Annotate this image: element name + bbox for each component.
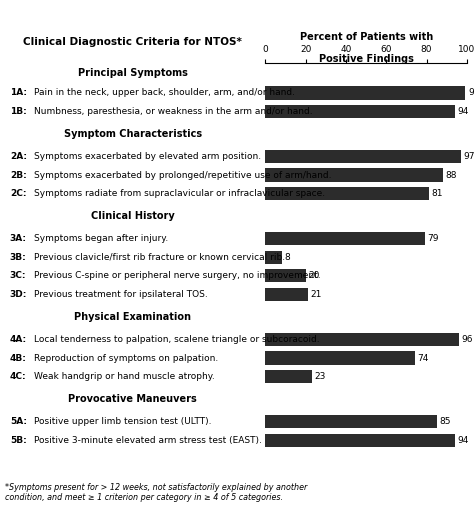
Text: Clinical History: Clinical History	[91, 211, 174, 221]
Text: 3C:: 3C:	[10, 271, 27, 280]
Text: 94: 94	[458, 107, 469, 116]
Text: 3A:: 3A:	[10, 234, 27, 243]
Text: 81: 81	[432, 189, 443, 198]
Text: 94: 94	[458, 436, 469, 445]
Text: 2B:: 2B:	[10, 171, 27, 180]
Text: Previous treatment for ipsilateral TOS.: Previous treatment for ipsilateral TOS.	[34, 290, 208, 299]
Text: 4A:: 4A:	[10, 335, 27, 344]
Bar	[265, 269, 306, 282]
Text: Positive 3-minute elevated arm stress test (EAST).: Positive 3-minute elevated arm stress te…	[34, 436, 262, 445]
Text: Symptoms exacerbated by prolonged/repetitive use of arm/hand.: Symptoms exacerbated by prolonged/repeti…	[34, 171, 332, 180]
Text: 85: 85	[440, 417, 451, 426]
Text: 4B:: 4B:	[10, 354, 27, 363]
Text: 1B:: 1B:	[10, 107, 27, 116]
Text: 3B:: 3B:	[10, 253, 27, 262]
Bar	[265, 187, 428, 200]
Bar	[265, 232, 425, 245]
Text: Reproduction of symptoms on palpation.: Reproduction of symptoms on palpation.	[34, 354, 219, 363]
Text: Symptoms began after injury.: Symptoms began after injury.	[34, 234, 168, 243]
Text: Percent of Patients with: Percent of Patients with	[300, 32, 433, 42]
Bar	[265, 150, 461, 163]
Text: Symptoms exacerbated by elevated arm position.: Symptoms exacerbated by elevated arm pos…	[34, 152, 261, 161]
Bar	[265, 288, 308, 301]
Bar	[265, 105, 455, 118]
Text: Principal Symptoms: Principal Symptoms	[78, 68, 188, 78]
Text: 74: 74	[418, 354, 429, 363]
Text: Clinical Diagnostic Criteria for NTOS*: Clinical Diagnostic Criteria for NTOS*	[23, 37, 242, 46]
Text: 8: 8	[284, 253, 291, 262]
Text: 88: 88	[446, 171, 457, 180]
Bar	[265, 250, 282, 264]
Bar	[265, 351, 414, 365]
Text: 4C:: 4C:	[10, 372, 27, 381]
Text: Weak handgrip or hand muscle atrophy.: Weak handgrip or hand muscle atrophy.	[34, 372, 215, 381]
Bar	[265, 370, 312, 383]
Text: Previous clavicle/first rib fracture or known cervical rib.: Previous clavicle/first rib fracture or …	[34, 253, 285, 262]
Text: Symptoms radiate from supraclavicular or infraclavicular space.: Symptoms radiate from supraclavicular or…	[34, 189, 325, 198]
Text: 97: 97	[464, 152, 474, 161]
Text: Physical Examination: Physical Examination	[74, 312, 191, 322]
Text: Positive upper limb tension test (ULTT).: Positive upper limb tension test (ULTT).	[34, 417, 212, 426]
Text: Positive Findings: Positive Findings	[319, 54, 414, 64]
Text: 3D:: 3D:	[10, 290, 27, 299]
Text: Pain in the neck, upper back, shoulder, arm, and/or hand.: Pain in the neck, upper back, shoulder, …	[34, 88, 295, 97]
Text: *Symptoms present for > 12 weeks, not satisfactorily explained by another
condit: *Symptoms present for > 12 weeks, not sa…	[5, 483, 307, 502]
Text: 23: 23	[315, 372, 326, 381]
Text: 5B:: 5B:	[10, 436, 27, 445]
Text: 20: 20	[309, 271, 320, 280]
Text: 21: 21	[311, 290, 322, 299]
Bar	[265, 333, 459, 346]
Text: Local tenderness to palpation, scalene triangle or subcoracoid.: Local tenderness to palpation, scalene t…	[34, 335, 320, 344]
Bar	[265, 415, 437, 428]
Bar	[265, 169, 443, 182]
Text: 2A:: 2A:	[10, 152, 27, 161]
Text: Symptom Characteristics: Symptom Characteristics	[64, 129, 202, 139]
Text: 2C:: 2C:	[10, 189, 27, 198]
Text: Numbness, paresthesia, or weakness in the arm and/or hand.: Numbness, paresthesia, or weakness in th…	[34, 107, 313, 116]
Text: 5A:: 5A:	[10, 417, 27, 426]
Text: 99: 99	[468, 88, 474, 97]
Text: Provocative Maneuvers: Provocative Maneuvers	[68, 394, 197, 404]
Bar	[265, 86, 465, 99]
Text: 79: 79	[428, 234, 439, 243]
Text: 96: 96	[462, 335, 474, 344]
Text: Previous C-spine or peripheral nerve surgery, no improvement.: Previous C-spine or peripheral nerve sur…	[34, 271, 321, 280]
Text: 1A:: 1A:	[10, 88, 27, 97]
Bar	[265, 434, 455, 447]
